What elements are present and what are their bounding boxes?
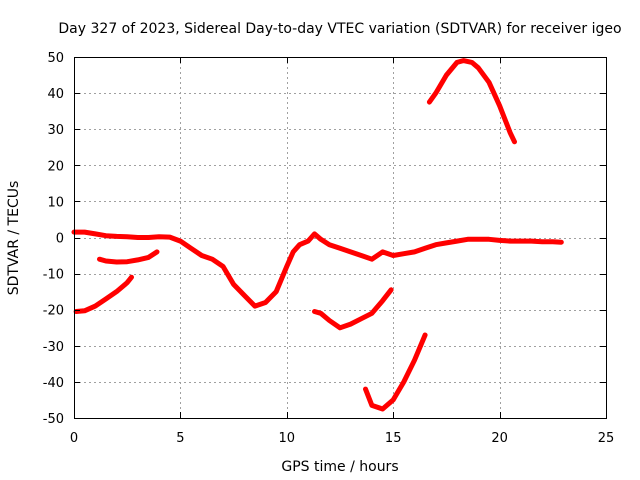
y-tick-label: -20: [43, 304, 64, 319]
x-tick-label: 0: [70, 431, 78, 446]
series-arc-1: [71, 229, 564, 309]
y-tick-label: 10: [47, 195, 64, 210]
y-tick-label: -50: [43, 412, 64, 427]
y-tick-label: 30: [47, 123, 64, 138]
data-series-group: [71, 58, 564, 412]
x-axis-label: GPS time / hours: [281, 459, 398, 475]
chart-title: Day 327 of 2023, Sidereal Day-to-day VTE…: [58, 21, 621, 37]
series-arc-6: [426, 58, 517, 145]
y-tick-label: 40: [47, 87, 64, 102]
y-tick-label: 0: [56, 232, 64, 247]
x-tick-label: 15: [385, 431, 402, 446]
series-arc-2: [73, 274, 134, 314]
x-tick-label: 10: [279, 431, 296, 446]
y-axis-label: SDTVAR / TECUs: [6, 181, 22, 296]
y-tick-label: 20: [47, 159, 64, 174]
y-tick-label: -10: [43, 268, 64, 283]
y-tick-label: -30: [43, 340, 64, 355]
x-tick-label: 25: [598, 431, 615, 446]
axis-ticks: 0 5 10 15 20 25 -50 -40 -30 -20 -10 0 10 20 30 40 50: [43, 51, 615, 446]
y-tick-label: -40: [43, 376, 64, 391]
series-arc-5: [363, 332, 428, 412]
grid: [74, 57, 606, 418]
series-arc-3: [97, 249, 160, 265]
x-tick-label: 5: [176, 431, 184, 446]
y-tick-label: 50: [47, 51, 64, 66]
series-arc-4: [312, 287, 394, 331]
x-tick-label: 20: [491, 431, 508, 446]
